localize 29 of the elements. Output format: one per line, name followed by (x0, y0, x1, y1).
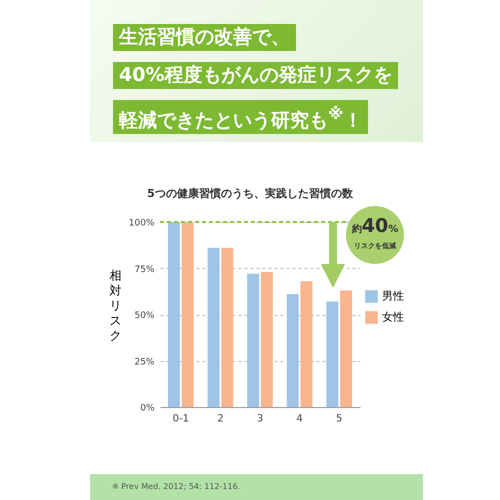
bar (326, 302, 338, 407)
y-tick-label: 0% (140, 404, 155, 414)
y-tick-label: 50% (134, 311, 155, 321)
bar (182, 222, 194, 407)
x-tick-label: 5 (336, 414, 342, 424)
x-tick-label: 4 (296, 414, 303, 424)
text: 40%程度もがんの発症リスクを (113, 62, 398, 89)
legend-label: 男性 (382, 290, 404, 302)
bar (208, 248, 220, 407)
x-tick-label: 3 (256, 414, 264, 424)
text: 軽減できたという研究も$^{※}$！ (113, 100, 368, 134)
bar (221, 248, 234, 407)
bar (260, 272, 273, 407)
bar (286, 294, 299, 407)
y-axis-title: 相対リスク (110, 268, 122, 342)
annotation: 約40% (350, 215, 400, 239)
legend-label: 女性 (382, 310, 404, 324)
text: ※ Prev Med. 2012; 54: 112-116. (90, 474, 423, 500)
y-tick-label: 100% (128, 218, 155, 228)
chart-subtitle: 5つの健康習慣のうち、実践した習慣の数 (146, 186, 354, 201)
bar (340, 290, 352, 407)
bar (168, 222, 180, 407)
bar (300, 281, 312, 407)
bar (247, 274, 260, 407)
y-tick-label: 75% (134, 264, 155, 275)
x-tick-label: 0-1 (172, 414, 189, 424)
y-tick-label: 25% (134, 357, 155, 368)
x-tick-label: 2 (217, 414, 224, 424)
chart-title: 生活習慣の改善で、 (113, 24, 296, 51)
